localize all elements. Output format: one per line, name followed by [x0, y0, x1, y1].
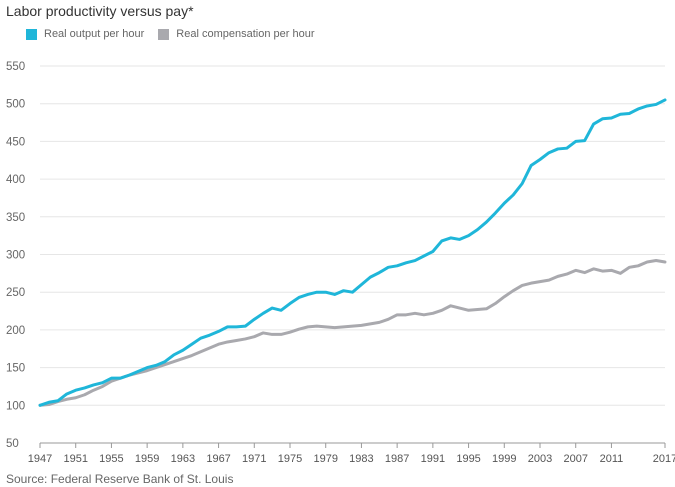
legend-label-output: Real output per hour: [44, 28, 145, 40]
y-tick-label: 250: [6, 287, 25, 299]
x-tick-label: 2011: [600, 453, 624, 465]
chart-title: Labor productivity versus pay*: [6, 3, 194, 19]
series-line-output: [38, 98, 667, 407]
series-line-compensation: [38, 259, 667, 407]
x-tick-label: 1963: [171, 453, 195, 465]
y-tick-label: 400: [6, 174, 25, 186]
x-tick-label: 1975: [278, 453, 302, 465]
legend-swatch-compensation: [158, 28, 170, 40]
y-tick-label: 500: [6, 99, 25, 111]
legend-swatch-output: [26, 28, 37, 40]
x-tick-label: 1959: [135, 453, 159, 465]
x-tick-label: 1991: [421, 453, 445, 465]
legend-label-compensation: Real compensation per hour: [176, 28, 315, 40]
x-tick-label: 1995: [456, 453, 480, 465]
y-tick-label: 50: [6, 438, 19, 450]
legend: Real output per hour Real compensation p…: [26, 28, 329, 40]
x-tick-label: 2003: [528, 453, 552, 465]
y-tick-label: 300: [6, 250, 25, 262]
y-tick-label: 100: [6, 400, 25, 412]
y-tick-label: 150: [6, 363, 25, 375]
y-tick-label: 450: [6, 136, 25, 148]
x-tick-label: 1999: [492, 453, 516, 465]
legend-item-compensation[interactable]: Real compensation per hour: [158, 28, 315, 40]
x-tick-label: 2017: [653, 453, 675, 465]
x-tick-label: 1971: [242, 453, 266, 465]
x-tick-label: 1951: [63, 453, 87, 465]
source-note: Source: Federal Reserve Bank of St. Loui…: [6, 472, 234, 486]
x-tick-label: 1983: [349, 453, 373, 465]
y-tick-label: 200: [6, 325, 25, 337]
x-tick-label: 1987: [385, 453, 409, 465]
x-tick-label: 1979: [313, 453, 337, 465]
y-tick-label: 350: [6, 212, 25, 224]
x-tick-label: 2007: [563, 453, 587, 465]
x-tick-label: 1947: [28, 453, 52, 465]
y-tick-label: 550: [6, 61, 25, 73]
x-tick-label: 1967: [206, 453, 230, 465]
x-tick-label: 1955: [99, 453, 123, 465]
legend-item-output[interactable]: Real output per hour: [26, 28, 144, 40]
